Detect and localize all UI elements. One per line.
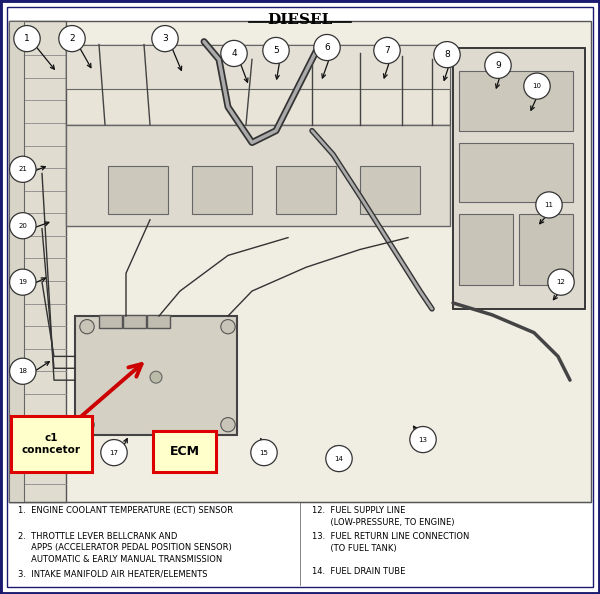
Bar: [66, 45, 450, 125]
Text: 4: 4: [231, 49, 237, 58]
Bar: [192, 166, 252, 214]
Circle shape: [10, 156, 36, 182]
Bar: [108, 166, 168, 214]
Text: 11: 11: [545, 202, 554, 208]
Bar: [66, 125, 450, 226]
Circle shape: [80, 320, 94, 334]
Text: 8: 8: [444, 50, 450, 59]
Text: 7: 7: [384, 46, 390, 55]
Text: 2.  THROTTLE LEVER BELLCRANK AND
     APPS (ACCELERATOR PEDAL POSITION SENSOR)
 : 2. THROTTLE LEVER BELLCRANK AND APPS (AC…: [18, 532, 232, 564]
Circle shape: [221, 40, 247, 67]
Bar: [453, 48, 585, 309]
Bar: [153, 431, 216, 472]
Text: 14: 14: [335, 456, 343, 462]
Circle shape: [152, 26, 178, 52]
Bar: [9, 21, 591, 502]
Circle shape: [59, 26, 85, 52]
Circle shape: [374, 37, 400, 64]
Text: 13.  FUEL RETURN LINE CONNECTION
       (TO FUEL TANK): 13. FUEL RETURN LINE CONNECTION (TO FUEL…: [312, 532, 469, 552]
Bar: [459, 71, 573, 131]
Text: 5: 5: [273, 46, 279, 55]
Circle shape: [251, 440, 277, 466]
Text: ECM: ECM: [170, 445, 199, 458]
Text: 13: 13: [419, 437, 427, 443]
Circle shape: [221, 418, 235, 432]
Bar: [11, 416, 92, 472]
Bar: [453, 48, 585, 309]
Text: 9: 9: [495, 61, 501, 70]
Text: 14.  FUEL DRAIN TUBE: 14. FUEL DRAIN TUBE: [312, 567, 406, 576]
Circle shape: [485, 52, 511, 78]
Circle shape: [326, 446, 352, 472]
Circle shape: [10, 213, 36, 239]
Bar: [9, 21, 24, 502]
Bar: [459, 214, 513, 285]
Text: 2: 2: [69, 34, 75, 43]
Circle shape: [101, 440, 127, 466]
Bar: [75, 316, 237, 435]
Circle shape: [14, 26, 40, 52]
Circle shape: [10, 358, 36, 384]
Bar: [9, 21, 66, 502]
Text: 1.  ENGINE COOLANT TEMPERATURE (ECT) SENSOR: 1. ENGINE COOLANT TEMPERATURE (ECT) SENS…: [18, 506, 233, 515]
Circle shape: [536, 192, 562, 218]
Circle shape: [10, 269, 36, 295]
Bar: [360, 166, 420, 214]
Text: 12: 12: [557, 279, 565, 285]
Circle shape: [80, 418, 94, 432]
Circle shape: [263, 37, 289, 64]
Text: 19: 19: [19, 279, 28, 285]
Circle shape: [524, 73, 550, 99]
Circle shape: [548, 269, 574, 295]
Circle shape: [221, 320, 235, 334]
Bar: [99, 315, 122, 328]
Text: 12.  FUEL SUPPLY LINE
       (LOW-PRESSURE, TO ENGINE): 12. FUEL SUPPLY LINE (LOW-PRESSURE, TO E…: [312, 506, 455, 526]
Text: 21: 21: [19, 166, 27, 172]
Bar: [519, 214, 573, 285]
Text: 6: 6: [324, 43, 330, 52]
Circle shape: [410, 426, 436, 453]
Bar: [459, 143, 573, 202]
Text: 3: 3: [162, 34, 168, 43]
Text: 3.  INTAKE MANIFOLD AIR HEATER/ELEMENTS: 3. INTAKE MANIFOLD AIR HEATER/ELEMENTS: [18, 569, 208, 578]
Text: 20: 20: [19, 223, 27, 229]
Bar: [276, 166, 336, 214]
Text: 15: 15: [260, 450, 268, 456]
Bar: [123, 315, 146, 328]
Circle shape: [434, 42, 460, 68]
Text: 10: 10: [533, 83, 542, 89]
Bar: [66, 45, 450, 89]
Bar: [9, 21, 591, 502]
Text: DIESEL: DIESEL: [268, 13, 332, 27]
Text: c1
conncetor: c1 conncetor: [22, 433, 81, 455]
Text: 17: 17: [110, 450, 119, 456]
Circle shape: [150, 371, 162, 383]
Circle shape: [314, 34, 340, 61]
Text: 1: 1: [24, 34, 30, 43]
Bar: [147, 315, 170, 328]
Text: 18: 18: [19, 368, 28, 374]
